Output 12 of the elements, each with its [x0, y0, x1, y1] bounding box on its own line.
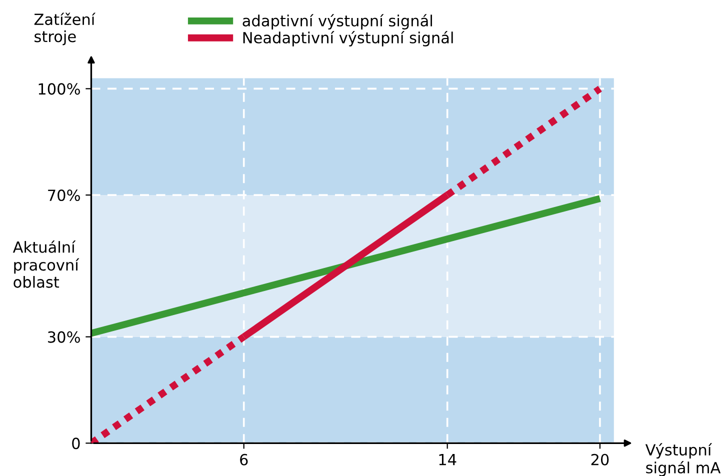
x-axis-title: Výstupní signál mA	[645, 443, 721, 476]
legend-label: Neadaptivní výstupní signál	[243, 31, 453, 46]
x-tick-label: 6	[240, 454, 248, 466]
y-axis-title: Zatížení stroje	[34, 12, 96, 46]
legend-label: adaptivní výstupní signál	[242, 14, 432, 30]
y-tick-label: 100%	[38, 83, 80, 95]
x-tick-label: 20	[591, 454, 609, 466]
x-tick-label: 14	[439, 454, 456, 466]
y-tick-label: 30%	[48, 331, 80, 343]
y-tick-label: 0	[72, 438, 80, 450]
y-tick-label: 70%	[48, 190, 80, 202]
band-label: Aktuální pracovní oblast	[12, 240, 80, 288]
